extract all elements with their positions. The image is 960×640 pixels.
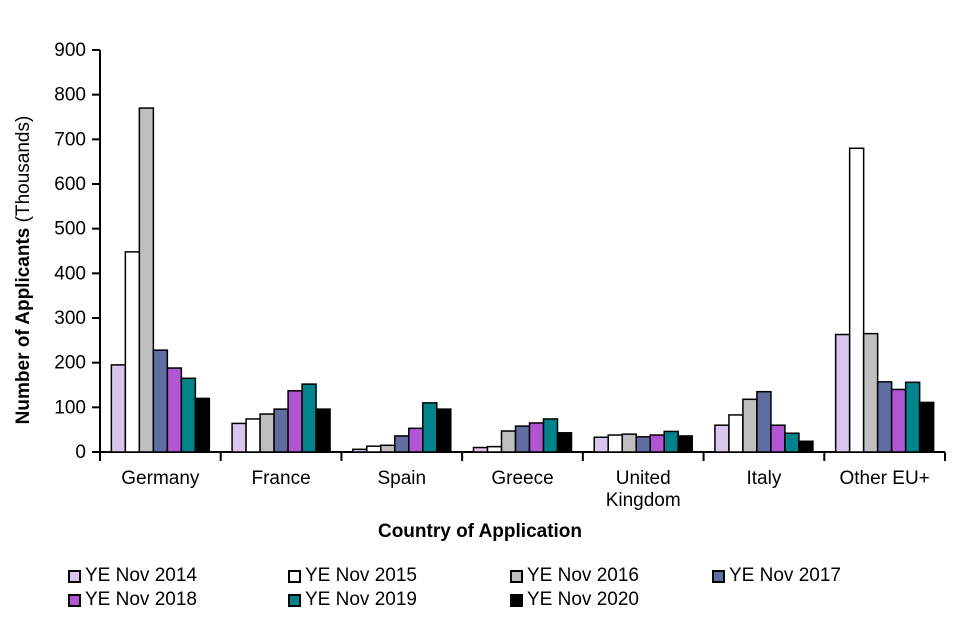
bar-greece-ye-nov-2018 [528, 422, 545, 453]
bar-united-kingdom-ye-nov-2014 [593, 436, 609, 453]
bar-united-kingdom-ye-nov-2016 [621, 433, 637, 453]
bar-other-eu--ye-nov-2018 [890, 388, 907, 453]
bar-other-eu--ye-nov-2019 [904, 381, 921, 453]
bar-italy-ye-nov-2020 [798, 440, 814, 453]
y-tick-label: 700 [54, 129, 86, 150]
x-category-label: Greece [491, 468, 553, 489]
bar-france-ye-nov-2015 [245, 418, 261, 453]
bar-greece-ye-nov-2017 [514, 425, 531, 453]
bar-united-kingdom-ye-nov-2020 [677, 435, 693, 453]
bar-germany-ye-nov-2014 [110, 364, 127, 453]
x-axis-title: Country of Application [377, 521, 583, 542]
bar-other-eu--ye-nov-2020 [918, 401, 935, 453]
bar-france-ye-nov-2017 [273, 408, 289, 453]
bar-spain-ye-nov-2020 [436, 408, 452, 453]
y-tick-label: 600 [54, 174, 86, 195]
y-tick-label: 900 [54, 40, 86, 61]
bar-spain-ye-nov-2016 [380, 444, 396, 453]
bar-greece-ye-nov-2020 [556, 432, 573, 453]
y-tick-label: 500 [54, 219, 86, 240]
y-tick-label: 0 [75, 442, 86, 463]
bar-greece-ye-nov-2015 [486, 445, 503, 453]
bar-italy-ye-nov-2016 [742, 398, 758, 453]
bar-other-eu--ye-nov-2015 [848, 147, 865, 453]
bar-italy-ye-nov-2015 [728, 414, 744, 453]
x-category-label: Spain [377, 468, 426, 489]
bar-greece-ye-nov-2014 [472, 446, 489, 453]
bar-spain-ye-nov-2018 [408, 427, 424, 453]
bar-germany-ye-nov-2019 [180, 377, 197, 453]
bar-other-eu--ye-nov-2017 [876, 381, 893, 453]
y-tick-label: 200 [54, 353, 86, 374]
x-category-label: United [616, 468, 671, 489]
bar-greece-ye-nov-2016 [500, 430, 517, 453]
bar-italy-ye-nov-2019 [784, 432, 800, 453]
y-axis-title-main: Number of Applicants [13, 227, 34, 425]
y-tick-label: 100 [54, 397, 86, 418]
bar-united-kingdom-ye-nov-2017 [635, 436, 651, 453]
bar-germany-ye-nov-2017 [152, 349, 169, 453]
bar-france-ye-nov-2016 [259, 413, 275, 453]
bar-germany-ye-nov-2018 [166, 367, 183, 453]
bar-france-ye-nov-2020 [315, 408, 331, 453]
bar-italy-ye-nov-2014 [714, 424, 730, 453]
bar-spain-ye-nov-2014 [352, 448, 368, 453]
x-category-label: Italy [746, 468, 781, 489]
bar-united-kingdom-ye-nov-2019 [663, 430, 679, 453]
y-tick-label: 400 [54, 263, 86, 284]
bar-italy-ye-nov-2018 [770, 424, 786, 453]
y-tick-label: 800 [54, 85, 86, 106]
bar-united-kingdom-ye-nov-2018 [649, 434, 665, 453]
bar-spain-ye-nov-2015 [366, 445, 382, 453]
bar-spain-ye-nov-2019 [422, 402, 438, 453]
bar-united-kingdom-ye-nov-2015 [607, 434, 623, 453]
y-axis-title: Number of Applicants (Thousands) [13, 116, 35, 425]
bar-france-ye-nov-2018 [287, 390, 303, 453]
bar-other-eu--ye-nov-2014 [834, 333, 851, 453]
bar-other-eu--ye-nov-2016 [862, 332, 879, 453]
bar-germany-ye-nov-2020 [194, 397, 211, 453]
x-category-label: France [252, 468, 311, 489]
bar-italy-ye-nov-2017 [756, 390, 772, 453]
bar-france-ye-nov-2014 [231, 422, 247, 453]
bar-greece-ye-nov-2019 [542, 418, 559, 453]
bar-france-ye-nov-2019 [301, 383, 317, 453]
y-tick-label: 300 [54, 308, 86, 329]
x-category-label: Other EU+ [839, 468, 929, 489]
x-category-label: Kingdom [606, 490, 681, 511]
bar-germany-ye-nov-2015 [124, 251, 141, 453]
bar-spain-ye-nov-2017 [394, 435, 410, 453]
x-category-label: Germany [121, 468, 200, 489]
bar-germany-ye-nov-2016 [138, 107, 155, 453]
y-axis-title-units: (Thousands) [13, 115, 34, 228]
